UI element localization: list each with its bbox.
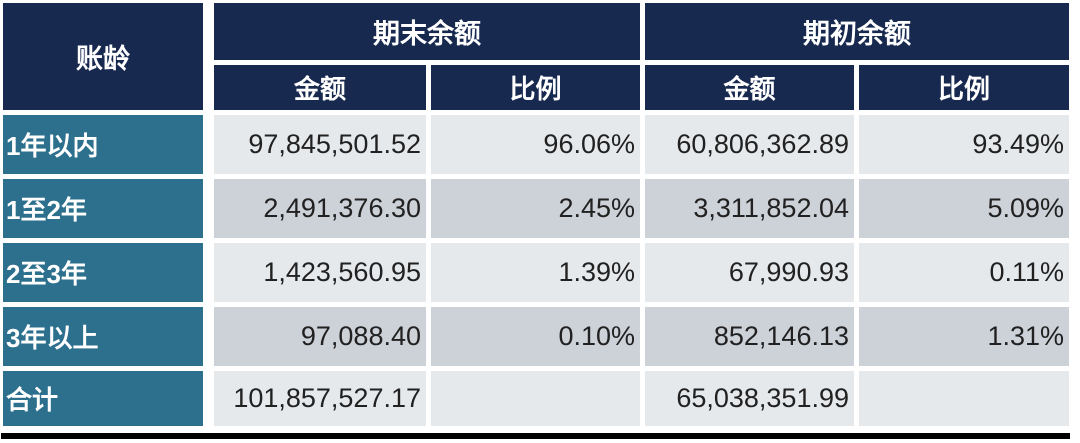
header-row-groups: 账龄 期末余额 期初余额 [3, 3, 1069, 110]
row-label: 2至3年 [3, 243, 209, 302]
cell-beginning-ratio: 5.09% [859, 179, 1069, 238]
row-label: 3年以上 [3, 307, 209, 366]
cell-ending-amount: 97,845,501.52 [214, 115, 426, 174]
table-row-over-3-years: 3年以上 97,088.40 0.10% 852,146.13 1.31% [3, 307, 1069, 366]
table-row-2-to-3-years: 2至3年 1,423,560.95 1.39% 67,990.93 0.11% [3, 243, 1069, 302]
cell-ending-amount: 2,491,376.30 [214, 179, 426, 238]
cell-ending-amount: 97,088.40 [214, 307, 426, 366]
corner-header-aging: 账龄 [3, 3, 209, 110]
header-row-subcolumns: 金额 比例 金额 比例 [3, 65, 1069, 110]
cell-beginning-ratio: 0.11% [859, 243, 1069, 302]
cell-beginning-amount: 852,146.13 [645, 307, 854, 366]
cell-ending-ratio: 2.45% [431, 179, 640, 238]
cell-beginning-amount: 3,311,852.04 [645, 179, 854, 238]
row-label: 1至2年 [3, 179, 209, 238]
row-label: 1年以内 [3, 115, 209, 174]
cell-total-ending-amount: 101,857,527.17 [214, 371, 426, 426]
cell-beginning-ratio: 93.49% [859, 115, 1069, 174]
cell-total-ending-ratio [431, 371, 640, 426]
cell-beginning-ratio: 1.31% [859, 307, 1069, 366]
table-row-total: 合计 101,857,527.17 65,038,351.99 [3, 371, 1069, 426]
subheader-ending-ratio: 比例 [431, 65, 640, 110]
total-row-label: 合计 [3, 371, 209, 426]
group-header-ending-balance: 期末余额 [214, 3, 640, 60]
table-row-within-1-year: 1年以内 97,845,501.52 96.06% 60,806,362.89 … [3, 115, 1069, 174]
cell-ending-ratio: 0.10% [431, 307, 640, 366]
table-row-1-to-2-years: 1至2年 2,491,376.30 2.45% 3,311,852.04 5.0… [3, 179, 1069, 238]
cell-ending-ratio: 96.06% [431, 115, 640, 174]
bottom-border-bar [1, 433, 1070, 439]
subheader-beginning-amount: 金额 [645, 65, 854, 110]
cell-ending-amount: 1,423,560.95 [214, 243, 426, 302]
cell-total-beginning-amount: 65,038,351.99 [645, 371, 854, 426]
cell-beginning-amount: 60,806,362.89 [645, 115, 854, 174]
subheader-ending-amount: 金额 [214, 65, 426, 110]
cell-total-beginning-ratio [859, 371, 1069, 426]
cell-ending-ratio: 1.39% [431, 243, 640, 302]
cell-beginning-amount: 67,990.93 [645, 243, 854, 302]
subheader-beginning-ratio: 比例 [859, 65, 1069, 110]
aging-analysis-table: 账龄 期末余额 期初余额 金额 比例 金额 比例 1年以内 97,845,501… [3, 3, 1069, 426]
group-header-beginning-balance: 期初余额 [645, 3, 1069, 60]
